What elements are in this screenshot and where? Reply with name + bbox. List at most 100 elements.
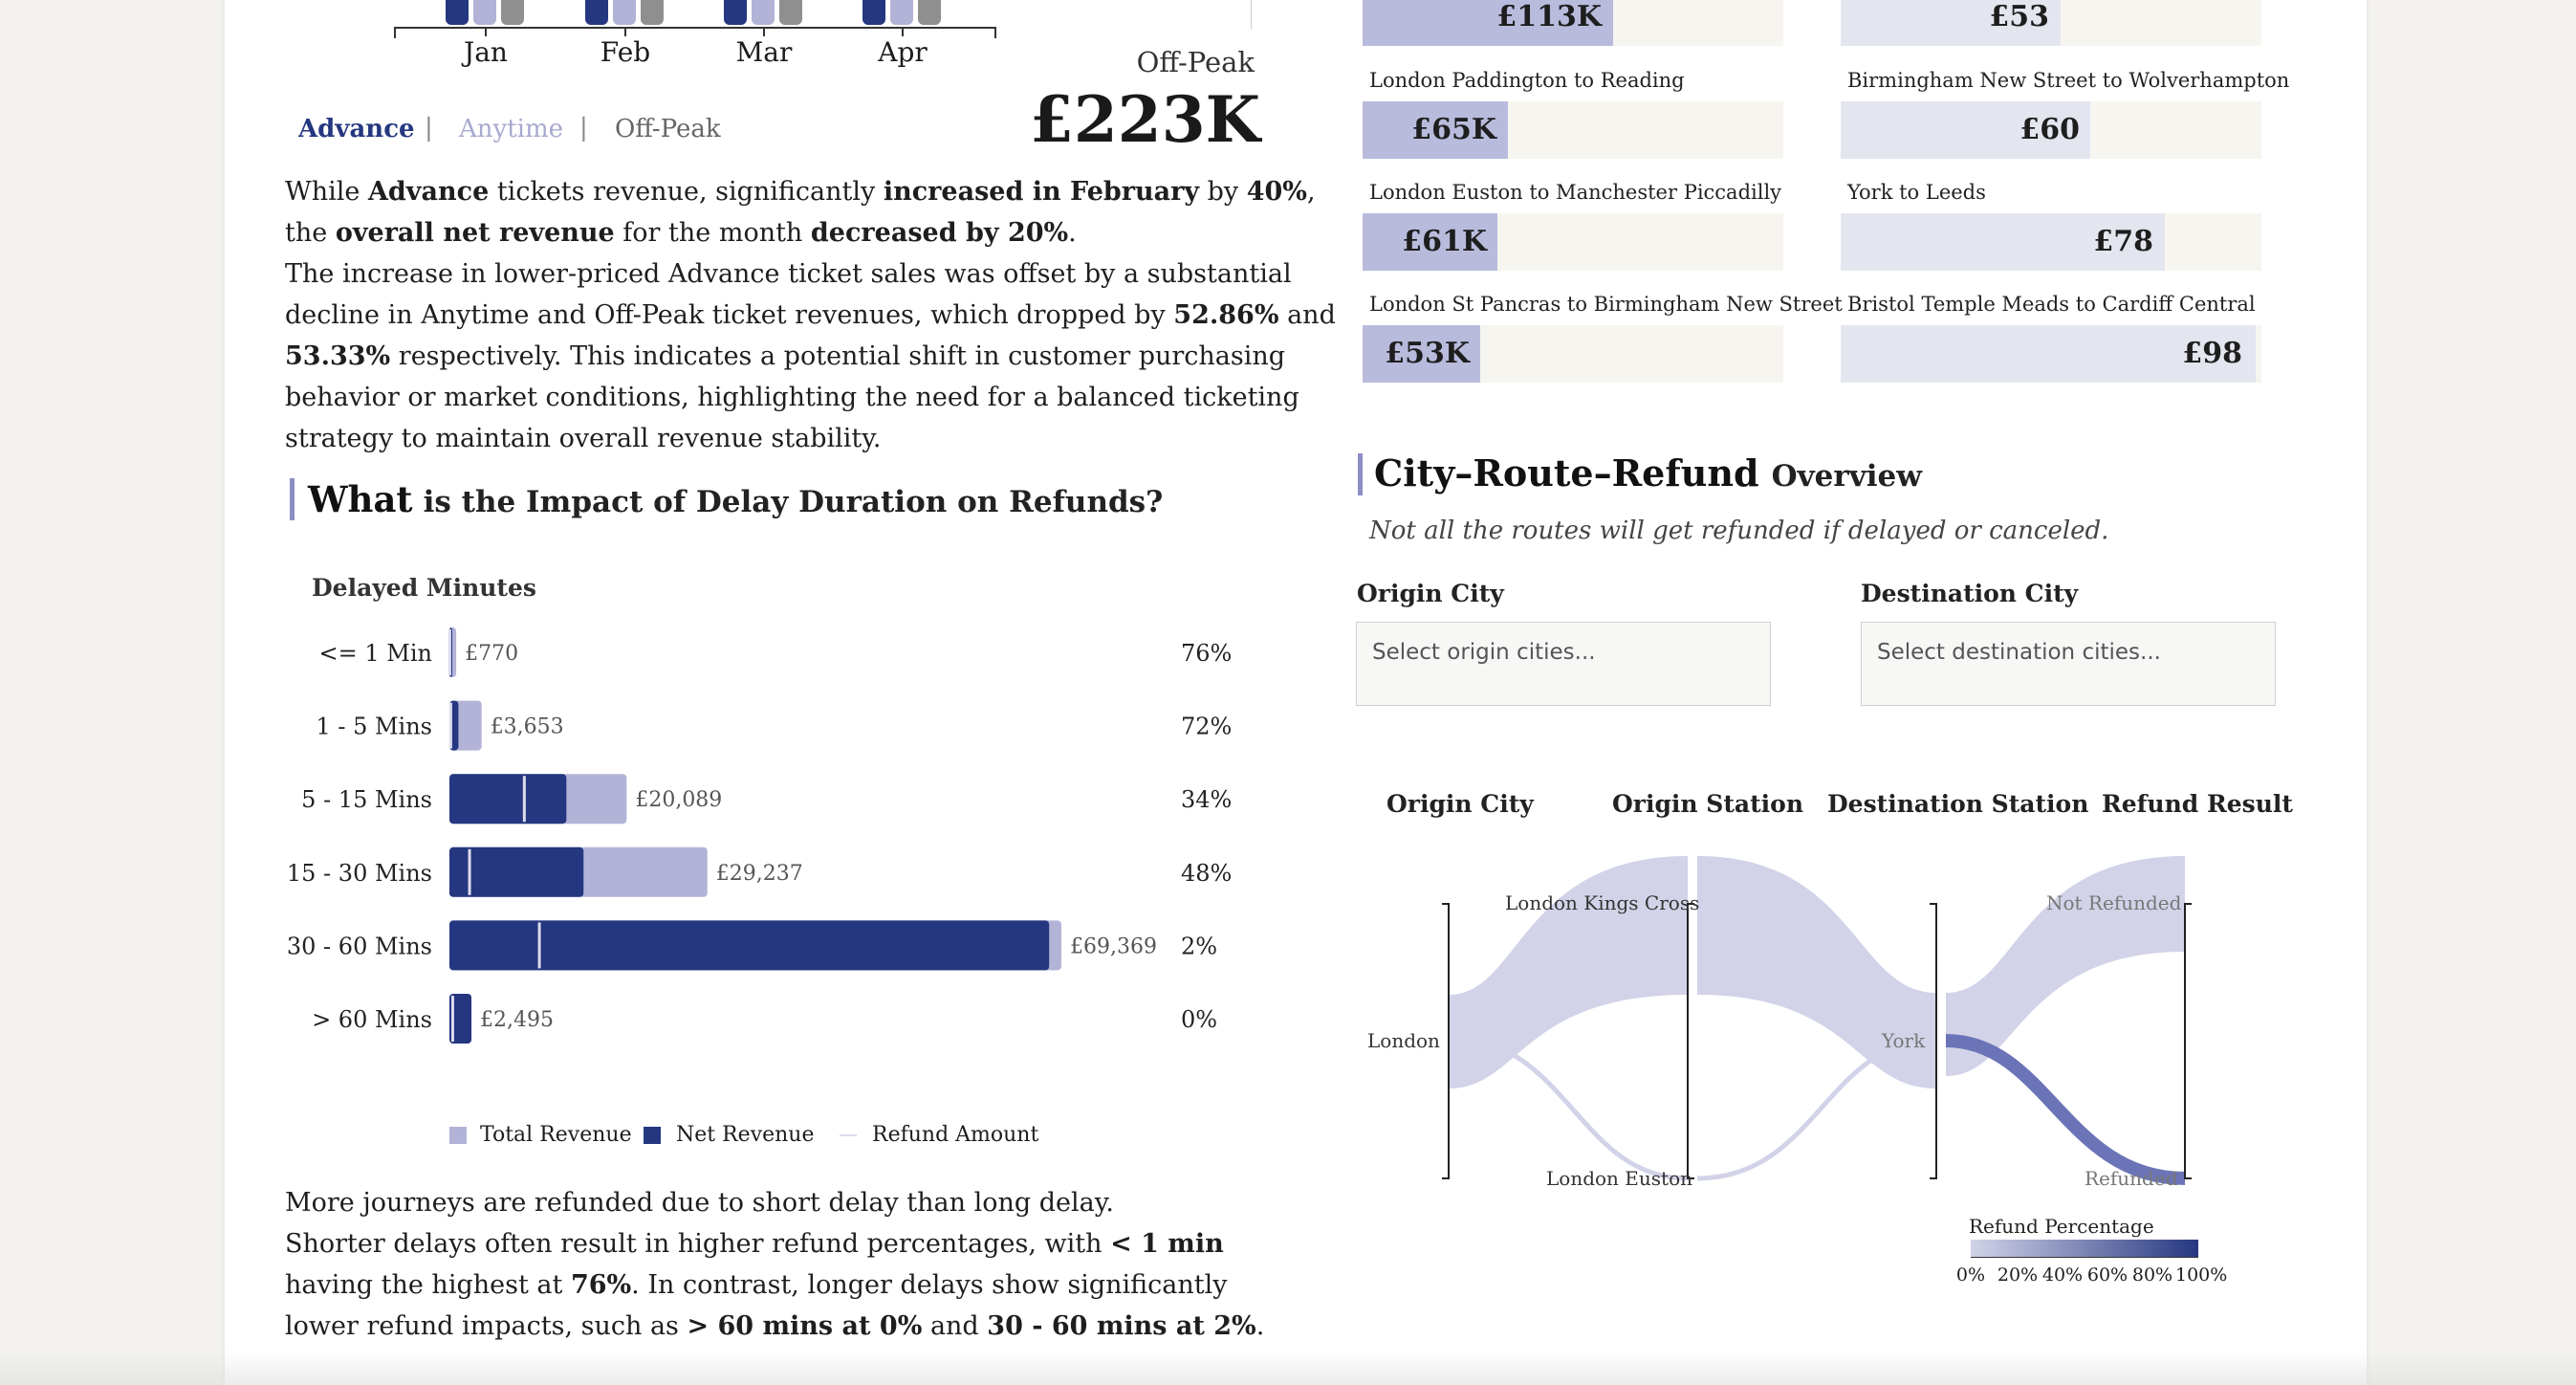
total-revenue-label: £20,089 (635, 788, 722, 812)
route-price-fill (1841, 325, 2256, 383)
sankey-link-york-refunded[interactable] (1945, 1034, 2186, 1185)
bar-mar-advance (724, 0, 747, 25)
total-revenue-label: £69,369 (1070, 934, 1157, 958)
route-price-card: £78 (1841, 213, 2261, 271)
overview-title: City–Route–Refund Overview (1374, 451, 1922, 495)
route-price-card: £98 (1841, 325, 2261, 383)
delay-category-label: 15 - 30 Mins (287, 860, 432, 887)
net-revenue-bar[interactable] (449, 920, 1050, 971)
origin-city-select[interactable]: Select origin cities... (1356, 622, 1771, 706)
refund-scale-tick: 80% (2131, 1264, 2173, 1286)
chart-legend: Total Revenue Net Revenue Refund Amount (449, 1123, 1061, 1152)
destination-city-select[interactable]: Select destination cities... (1861, 622, 2276, 706)
route-price-value: £53 (1989, 0, 2049, 33)
sankey-node-london[interactable] (1442, 903, 1450, 1179)
route-revenue-fill (1363, 0, 1613, 46)
route-price-value: £60 (2019, 113, 2080, 146)
route-revenue-card: £61K (1363, 213, 1783, 271)
sankey-header-origin-station: Origin Station (1612, 790, 1803, 818)
route-price-card: £60 (1841, 101, 2261, 159)
route-revenue-card: £53K (1363, 325, 1783, 383)
bar-jan-offpeak (501, 0, 524, 25)
x-axis-tick (763, 27, 765, 36)
refund-percent-label: 0% (1181, 1006, 1217, 1033)
delay-refund-chart: <= 1 Min £770 76% 1 - 5 Mins £3,653 72% 5 - 15… (268, 612, 1262, 1052)
month-label: Feb (600, 36, 651, 68)
tab-anytime[interactable]: Anytime (459, 115, 564, 143)
total-revenue-label: £2,495 (480, 1008, 554, 1032)
refund-scale-tick: 20% (1997, 1264, 2039, 1286)
delay-category-label: > 60 Mins (312, 1006, 432, 1033)
route-revenue-fill (1363, 213, 1497, 271)
overview-subtitle: Not all the routes will get refunded if … (1369, 517, 2109, 545)
total-revenue-label: £770 (465, 642, 518, 666)
route-revenue-fill (1363, 325, 1480, 383)
legend-label-refund: Refund Amount (872, 1123, 1039, 1147)
tab-advance[interactable]: Advance (298, 115, 415, 143)
delay-category-label: 5 - 15 Mins (301, 786, 432, 813)
sankey-label-york: York (1882, 1029, 1926, 1052)
route-revenue-value: £61K (1402, 225, 1487, 258)
legend-swatch-total (449, 1127, 467, 1144)
offpeak-kpi-label: Off-Peak (1136, 46, 1255, 78)
month-label: Jan (464, 36, 508, 68)
sankey-link-london-euston[interactable] (1448, 1035, 1689, 1181)
refund-scale-gradient (1971, 1240, 2198, 1257)
bar-mar-anytime (752, 0, 775, 25)
destination-city-placeholder: Select destination cities... (1877, 640, 2161, 665)
net-revenue-bar[interactable] (449, 774, 567, 824)
sankey-link-kingscross-york[interactable] (1697, 856, 1936, 1088)
route-price-card: £53 (1841, 0, 2261, 46)
kpi-divider (1251, 0, 1252, 29)
city-route-refund-sankey (1442, 856, 2192, 1185)
x-axis-line (394, 27, 996, 29)
x-axis-tick (624, 27, 626, 36)
sankey-link-euston-york[interactable] (1696, 1037, 1937, 1181)
x-axis-tick (902, 27, 904, 36)
bar-apr-anytime (890, 0, 913, 25)
bar-apr-offpeak (918, 0, 941, 25)
sankey-header-origin-city: Origin City (1386, 790, 1534, 818)
page-bottom-shade (0, 1351, 2576, 1385)
origin-city-placeholder: Select origin cities... (1372, 640, 1596, 665)
bar-jan-advance (446, 0, 469, 25)
sankey-link-york-notrefunded[interactable] (1946, 856, 2185, 1076)
refund-percent-label: 48% (1181, 860, 1232, 887)
total-revenue-label: £3,653 (491, 715, 564, 739)
route-label: London Paddington to Reading (1369, 69, 1685, 92)
refund-percent-label: 2% (1181, 933, 1217, 959)
tab-offpeak[interactable]: Off-Peak (615, 115, 721, 143)
sankey-header-refund-result: Refund Result (2102, 790, 2293, 818)
net-revenue-bar[interactable] (449, 846, 584, 897)
sankey-node-kingscross[interactable] (1687, 903, 1694, 1179)
net-revenue-bar[interactable] (449, 994, 472, 1044)
refund-scale-axis (1971, 1257, 2198, 1258)
legend-swatch-net (644, 1127, 661, 1144)
sankey-link-london-kingscross[interactable] (1449, 856, 1688, 1088)
sankey-node-york[interactable] (1930, 903, 1937, 1179)
bar-feb-offpeak (641, 0, 664, 25)
route-price-fill (1841, 101, 2090, 159)
sankey-header-destination-station: Destination Station (1827, 790, 2089, 818)
bar-feb-anytime (613, 0, 636, 25)
x-axis-tick (394, 27, 396, 38)
sankey-node-refund-result[interactable] (2184, 903, 2192, 1179)
route-revenue-card: £113K (1363, 0, 1783, 46)
route-label: London Euston to Manchester Piccadilly (1369, 181, 1782, 204)
tab-separator: | (579, 114, 588, 143)
offpeak-kpi-value: £223K (1029, 82, 1260, 157)
sankey-label-refunded: Refunded (2085, 1167, 2178, 1190)
refund-percent-label: 34% (1181, 786, 1232, 813)
route-revenue-fill (1363, 101, 1508, 159)
route-label: London St Pancras to Birmingham New Stre… (1369, 293, 1843, 316)
x-axis-tick (994, 27, 996, 38)
refund-scale-tick: 60% (2086, 1264, 2128, 1286)
sankey-label-euston: London Euston (1546, 1167, 1692, 1190)
refund-percent-label: 76% (1181, 640, 1232, 667)
delay-category-label: 1 - 5 Mins (316, 714, 432, 740)
origin-city-label: Origin City (1357, 580, 1504, 607)
delay-insight-text: More journeys are refunded due to short … (285, 1188, 1265, 1341)
sankey-label-not-refunded: Not Refunded (2046, 891, 2182, 914)
sankey-label-kings-cross: London Kings Cross (1505, 891, 1700, 914)
delay-section-title: What is the Impact of Delay Duration on … (308, 478, 1164, 520)
